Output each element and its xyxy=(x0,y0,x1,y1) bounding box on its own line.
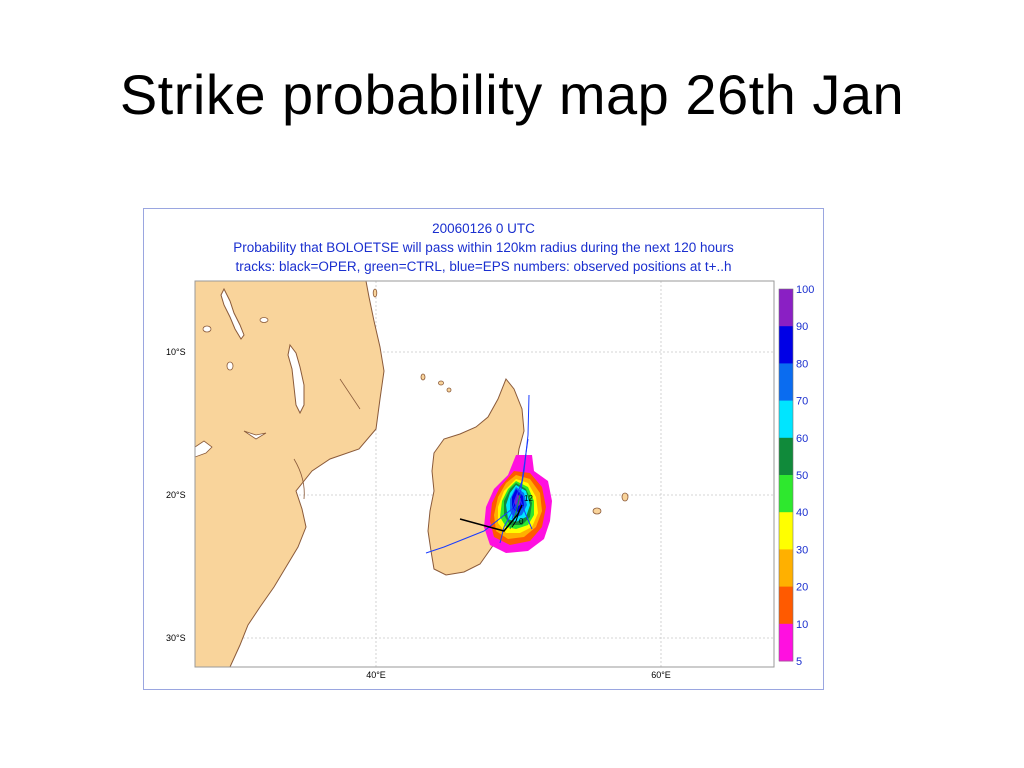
eps-track xyxy=(511,394,530,520)
river xyxy=(339,378,361,410)
river xyxy=(293,458,305,500)
slide-title: Strike probability map 26th Jan xyxy=(119,63,905,126)
reunion-island xyxy=(592,507,602,515)
colorbar-label: 90 xyxy=(796,321,808,333)
colorbar-swatch xyxy=(779,363,793,402)
figure-probability-line: Probability that BOLOETSE will pass with… xyxy=(233,240,734,255)
colorbar-label: 5 xyxy=(796,656,802,668)
small-lake xyxy=(226,361,234,371)
colorbar-border xyxy=(778,288,794,662)
eps-track xyxy=(425,438,529,554)
figure-tracks-line: tracks: black=OPER, green=CTRL, blue=EPS… xyxy=(235,259,732,274)
track-label-0: 0 xyxy=(519,517,524,526)
map-canvas: 12 0 10°S 20°S 30°S 40°E 60°E 100 90 80 70 6… xyxy=(166,280,814,680)
colorbar-label: 40 xyxy=(796,507,808,519)
figure-header: 20060126 0 UTC Probability that BOLOETSE… xyxy=(144,219,823,276)
small-lake xyxy=(202,325,212,333)
storm-tracks xyxy=(425,394,533,554)
small-lake xyxy=(195,440,213,458)
colorbar-label: 70 xyxy=(796,396,808,408)
colorbar-swatch xyxy=(779,623,793,662)
colorbar-label: 10 xyxy=(796,619,808,631)
comoros-island xyxy=(438,380,444,386)
colorbar-label: 20 xyxy=(796,582,808,594)
oper-track xyxy=(511,508,521,528)
colorbar-label: 30 xyxy=(796,544,808,556)
eps-track xyxy=(499,504,517,544)
colorbar-swatch xyxy=(779,512,793,550)
colorbar-swatch xyxy=(779,326,793,364)
zanzibar-island xyxy=(372,288,378,298)
lon-label-40e: 40°E xyxy=(366,670,386,680)
comoros-island xyxy=(420,373,426,381)
colorbar-swatch xyxy=(779,586,793,625)
colorbar-swatch xyxy=(779,400,793,439)
colorbar-swatch xyxy=(779,475,793,513)
lake-malawi xyxy=(287,343,305,415)
ctrl-track xyxy=(509,494,521,530)
track-label-12: 12 xyxy=(524,494,533,503)
lat-label-30s: 30°S xyxy=(166,633,186,643)
probability-colorbar: 100 90 80 70 60 50 40 30 20 10 5 xyxy=(778,284,814,668)
colorbar-label: 60 xyxy=(796,433,808,445)
colorbar-label: 50 xyxy=(796,470,808,482)
lat-label-20s: 20°S xyxy=(166,490,186,500)
africa-landmass xyxy=(195,281,385,667)
small-lake xyxy=(259,317,269,323)
comoros-island xyxy=(446,387,452,393)
mauritius-island xyxy=(621,492,629,502)
map-frame xyxy=(194,280,775,668)
figure-date-line: 20060126 0 UTC xyxy=(432,221,535,236)
colorbar-swatch xyxy=(779,289,793,327)
colorbar-label: 80 xyxy=(796,358,808,370)
lake-tanganyika xyxy=(220,287,245,340)
strike-probability-figure: 20060126 0 UTC Probability that BOLOETSE… xyxy=(143,208,824,690)
colorbar-label: 100 xyxy=(796,284,814,296)
lon-label-60e: 60°E xyxy=(651,670,671,680)
small-lake xyxy=(243,430,267,440)
eps-track xyxy=(519,498,533,530)
colorbar-swatch xyxy=(779,549,793,588)
lat-label-10s: 10°S xyxy=(166,347,186,357)
colorbar-swatch xyxy=(779,437,793,476)
